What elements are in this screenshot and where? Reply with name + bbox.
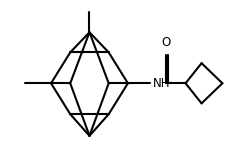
Text: O: O: [160, 36, 170, 49]
Text: NH: NH: [152, 77, 170, 90]
